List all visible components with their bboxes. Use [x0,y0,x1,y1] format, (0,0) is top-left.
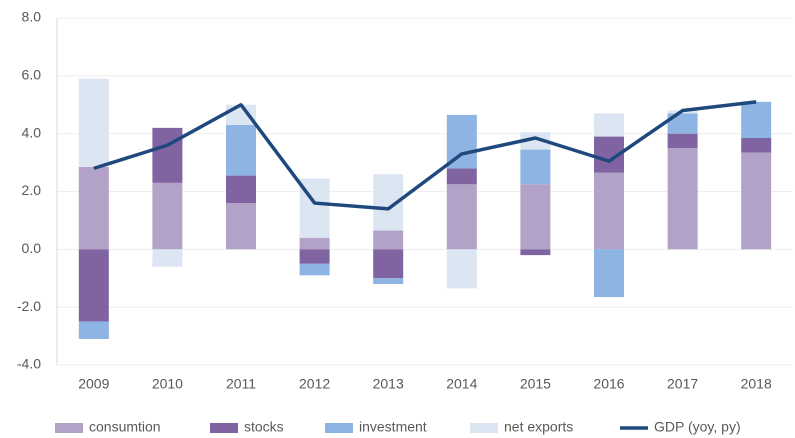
bar [299,263,330,276]
x-tick-label: 2017 [667,376,698,392]
line [93,100,757,211]
x-tick-label: 2010 [152,376,183,392]
bar [226,203,256,250]
bar [78,321,109,339]
legend-swatch [325,423,353,433]
bar [667,133,698,149]
bar [299,249,330,264]
bar [741,152,772,250]
legend-swatch [470,423,498,433]
bar [78,166,109,250]
bar [520,249,551,256]
bar [446,249,477,289]
legend-label: investment [359,419,427,435]
y-tick-label: 0.0 [22,240,42,256]
bar [667,148,698,250]
x-tick-label: 2016 [593,376,624,392]
bar [594,172,624,250]
legend-label: stocks [244,419,284,435]
legend-label: GDP (yoy, py) [654,419,741,435]
bar [741,138,772,153]
x-tick-label: 2009 [78,376,109,392]
y-tick-label: 4.0 [22,124,42,140]
y-tick-label: -2.0 [17,298,41,314]
bar [152,249,183,267]
bar [520,149,551,185]
bar [520,184,551,250]
bar [741,101,772,139]
bar [446,168,477,185]
bar [594,113,624,137]
y-tick-label: 6.0 [22,67,42,83]
bar [226,124,256,176]
bar [152,127,183,183]
bar [373,278,404,285]
x-tick-label: 2018 [741,376,772,392]
y-tick-label: 2.0 [22,182,42,198]
legend-label: consumtion [89,419,161,435]
bar [520,132,551,150]
bar [299,237,330,250]
bar [78,249,109,322]
legend-swatch [210,423,238,433]
bar [373,249,404,279]
bar [152,182,183,250]
y-tick-label: 8.0 [22,9,42,25]
bar [78,78,109,167]
legend-swatch [55,423,83,433]
bar [594,249,624,298]
legend-label: net exports [504,419,573,435]
x-tick-label: 2015 [520,376,551,392]
bar [667,113,698,134]
x-tick-label: 2012 [299,376,330,392]
bar [373,230,404,250]
x-tick-label: 2011 [226,376,256,392]
x-tick-label: 2013 [373,376,404,392]
x-tick-label: 2014 [446,376,477,392]
y-tick-label: -4.0 [17,356,41,372]
bar [226,104,256,125]
bar [446,184,477,250]
bar [226,175,256,204]
